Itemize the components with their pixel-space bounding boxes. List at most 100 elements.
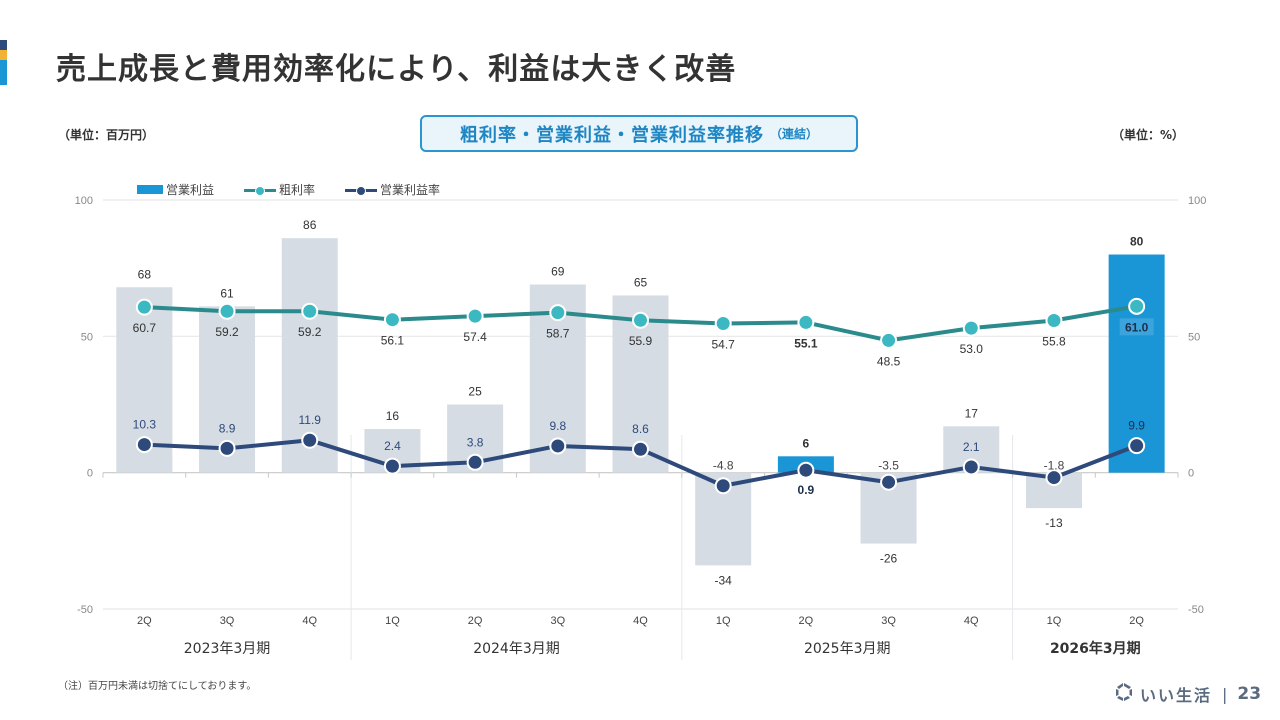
gross-margin-value-label: 56.1 — [381, 334, 405, 348]
x-tick-label: 2Q — [1129, 615, 1144, 627]
operating-margin-value-label: 8.9 — [219, 421, 236, 435]
operating-margin-value-label: 3.8 — [467, 435, 484, 449]
y-tick-left: 0 — [87, 468, 93, 480]
chart-title-subtitle: （連結） — [769, 127, 818, 141]
gross-margin-marker — [383, 311, 401, 329]
legend-bar-swatch-icon — [137, 185, 163, 194]
legend-label: 営業利益率 — [380, 183, 441, 197]
gross-margin-marker — [714, 315, 732, 333]
chart-title-box: 粗利率・営業利益・営業利益率推移 （連結） — [420, 115, 858, 152]
gross-margin-marker — [466, 307, 484, 325]
chart-title: 粗利率・営業利益・営業利益率推移 — [459, 124, 764, 146]
x-tick-label: 2Q — [137, 615, 152, 627]
gross-margin-marker — [218, 302, 236, 320]
y-tick-right: 50 — [1188, 331, 1200, 343]
y-tick-right: -50 — [1188, 604, 1204, 616]
legend-item-operating-margin: 営業利益率 — [345, 181, 440, 198]
x-tick-label: 3Q — [220, 615, 235, 627]
operating-margin-value-label: 2.4 — [384, 439, 401, 453]
x-tick-label: 4Q — [964, 615, 979, 627]
operating-margin-value-label: 11.9 — [298, 413, 321, 427]
bar-value-label: 69 — [551, 265, 565, 279]
operating-margin-marker — [218, 439, 236, 457]
gross-margin-value-label: 54.7 — [712, 338, 736, 352]
footnote: （注）百万円未満は切捨てにしております。 — [58, 681, 257, 692]
operating-margin-value-label: 10.3 — [133, 418, 157, 432]
operating-margin-marker — [962, 458, 980, 476]
gross-margin-value-label: 55.1 — [794, 336, 818, 350]
bar-value-label: 80 — [1130, 235, 1144, 249]
operating-margin-value-label: 8.6 — [632, 422, 649, 436]
x-tick-label: 4Q — [302, 615, 317, 627]
operating-margin-value-label: -3.5 — [878, 459, 899, 473]
operating-margin-value-label: 2.1 — [963, 440, 980, 454]
gross-margin-marker — [962, 319, 980, 337]
footer: いい生活 | 23 — [1114, 682, 1261, 706]
operating-margin-value-label: -4.8 — [713, 459, 734, 473]
gross-margin-value-label: 53.0 — [960, 342, 984, 356]
operating-margin-marker — [549, 437, 567, 455]
gross-margin-value-label: 60.7 — [133, 321, 157, 335]
x-tick-label: 1Q — [385, 615, 400, 627]
bar-value-label: -26 — [880, 552, 898, 566]
legend-label: 粗利率 — [279, 183, 316, 197]
bar-value-label: 16 — [386, 409, 400, 423]
company-logo-text: いい生活 — [1140, 686, 1213, 705]
gross-margin-value-label: 55.8 — [1042, 335, 1066, 349]
gross-margin-value-label: 58.7 — [546, 327, 570, 341]
x-tick-label: 2Q — [468, 615, 483, 627]
legend-item-gross-margin: 粗利率 — [244, 181, 315, 198]
y-tick-right: 100 — [1188, 195, 1206, 207]
x-tick-label: 1Q — [716, 615, 731, 627]
x-tick-label: 3Q — [881, 615, 896, 627]
operating-margin-marker — [301, 431, 319, 449]
accent-bar-yellow — [0, 50, 7, 60]
gross-margin-marker — [301, 302, 319, 320]
slide-title: 売上成長と費用効率化により、利益は大きく改善 — [56, 52, 737, 87]
bar-value-label: 61 — [220, 286, 234, 300]
gross-margin-value-label: 59.2 — [298, 325, 322, 339]
gross-margin-value-label: 48.5 — [877, 354, 901, 368]
gross-margin-label-bg — [1119, 318, 1154, 336]
chart-legend: 営業利益 粗利率 営業利益率 — [137, 181, 440, 198]
gross-margin-marker — [797, 313, 815, 331]
bar-operating-profit — [1108, 254, 1165, 473]
bar-value-label: 68 — [138, 267, 152, 281]
gross-margin-value-label: 61.0 — [1125, 320, 1149, 334]
operating-margin-value-label: 9.8 — [549, 419, 566, 433]
y-tick-left: 50 — [81, 331, 93, 343]
legend-item-operating-profit: 営業利益 — [137, 181, 214, 198]
x-tick-label: 3Q — [550, 615, 565, 627]
x-group-label: 2023年3月期 — [184, 641, 271, 657]
operating-margin-value-label: 9.9 — [1128, 419, 1145, 433]
gross-margin-marker — [549, 304, 567, 322]
operating-margin-marker — [383, 457, 401, 475]
bar-value-label: 17 — [965, 406, 979, 420]
gross-margin-marker — [880, 331, 898, 349]
x-tick-label: 4Q — [633, 615, 648, 627]
operating-margin-value-label: 0.9 — [798, 483, 815, 497]
legend-label: 営業利益 — [166, 183, 215, 197]
operating-margin-marker — [632, 440, 649, 458]
gross-margin-marker — [632, 311, 649, 329]
operating-margin-marker — [1045, 469, 1063, 487]
operating-margin-value-label: -1.8 — [1044, 459, 1065, 473]
accent-bar-blue — [0, 60, 7, 85]
gross-margin-value-label: 59.2 — [215, 325, 239, 339]
y-tick-left: 100 — [75, 195, 93, 207]
bar-value-label: 25 — [468, 385, 482, 399]
y-tick-right: 0 — [1188, 468, 1194, 480]
legend-line-marker-icon — [345, 184, 378, 196]
bar-value-label: -34 — [715, 573, 733, 587]
legend-line-marker-icon — [244, 184, 277, 196]
bar-value-label: 86 — [303, 218, 317, 232]
bar-value-label: 6 — [803, 436, 810, 450]
unit-label-left: （単位：百万円） — [58, 128, 155, 142]
operating-margin-marker — [797, 461, 815, 479]
operating-margin-marker — [714, 477, 732, 495]
operating-margin-marker — [466, 453, 484, 471]
operating-margin-marker — [1128, 437, 1146, 455]
gross-margin-marker — [1045, 312, 1063, 330]
x-group-label: 2025年3月期 — [804, 641, 891, 657]
